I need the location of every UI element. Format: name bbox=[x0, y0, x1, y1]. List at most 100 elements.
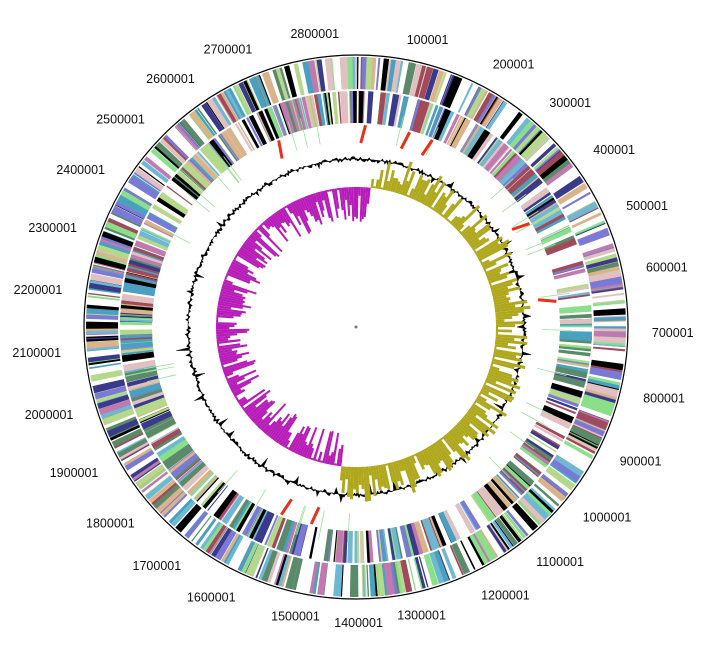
reverse-cds-feature bbox=[558, 345, 591, 352]
gc-skew-positive-bar bbox=[399, 161, 413, 195]
forward-cds-feature bbox=[293, 63, 305, 96]
forward-cds-feature bbox=[94, 387, 127, 399]
gc-skew-negative-bar bbox=[244, 240, 256, 251]
reverse-cds-feature bbox=[406, 523, 421, 556]
gc-skew-positive-bar bbox=[469, 407, 499, 430]
reverse-cds-feature bbox=[120, 312, 153, 316]
reverse-cds-feature bbox=[132, 247, 165, 261]
forward-cds-feature bbox=[365, 57, 373, 90]
gc-skew-positive-bar bbox=[463, 227, 476, 239]
gc-skew-positive-bar bbox=[345, 466, 349, 480]
gc-skew-positive-bar bbox=[408, 188, 415, 199]
reverse-cds-feature bbox=[220, 493, 240, 521]
gc-skew-negative-bar bbox=[312, 193, 318, 203]
gc-skew-negative-bar bbox=[319, 191, 325, 201]
forward-cds-feature bbox=[582, 243, 614, 257]
reverse-cds-feature bbox=[221, 494, 245, 525]
reverse-cds-feature bbox=[144, 418, 177, 439]
gc-skew-negative-bar bbox=[294, 200, 312, 233]
reverse-cds-feature bbox=[131, 251, 163, 264]
reverse-cds-feature bbox=[548, 392, 580, 405]
tick-label-1000001: 1000001 bbox=[583, 510, 632, 524]
reverse-cds-feature bbox=[171, 176, 199, 200]
forward-cds-feature bbox=[391, 60, 402, 93]
reverse-cds-feature bbox=[479, 139, 502, 167]
gc-skew-positive-bar bbox=[406, 194, 410, 198]
forward-cds-feature bbox=[148, 479, 176, 504]
reverse-cds-feature bbox=[204, 143, 229, 171]
gc-skew-negative-bar bbox=[258, 416, 271, 430]
gc-skew-negative-bar bbox=[292, 433, 304, 453]
gc-skew-positive-bar bbox=[481, 251, 512, 268]
reverse-cds-feature bbox=[525, 195, 554, 216]
gc-skew-negative-bar bbox=[271, 213, 287, 234]
reverse-cds-feature bbox=[443, 509, 461, 541]
forward-cds-feature bbox=[109, 423, 140, 439]
reverse-cds-feature bbox=[234, 501, 253, 531]
gc-skew-positive-bar bbox=[417, 451, 427, 466]
reverse-cds-feature bbox=[202, 482, 226, 509]
reverse-cds-feature bbox=[146, 213, 178, 234]
gc-skew-negative-bar bbox=[231, 380, 252, 393]
reverse-cds-feature bbox=[382, 93, 390, 126]
forward-cds-feature bbox=[175, 503, 201, 532]
forward-cds-feature bbox=[310, 60, 318, 93]
reverse-cds-feature bbox=[531, 207, 562, 227]
gc-skew-positive-bar bbox=[380, 187, 384, 190]
gc-skew-positive-bar bbox=[415, 452, 425, 470]
reverse-cds-feature bbox=[126, 267, 159, 279]
gc-skew-negative-bar bbox=[326, 455, 331, 465]
reverse-cds-feature bbox=[553, 374, 586, 388]
gc-skew-negative-bar bbox=[234, 254, 238, 258]
forward-cds-feature bbox=[86, 304, 119, 311]
forward-cds-feature bbox=[481, 97, 503, 128]
forward-cds-feature bbox=[423, 553, 439, 586]
gc-skew-positive-bar bbox=[444, 198, 463, 220]
tick-label-1300001: 1300001 bbox=[397, 609, 446, 623]
forward-cds-feature bbox=[347, 57, 353, 90]
reverse-cds-feature bbox=[304, 96, 314, 128]
gc-skew-positive-bar bbox=[449, 429, 464, 445]
gc-skew-positive-bar bbox=[495, 316, 513, 320]
gc-skew-negative-bar bbox=[281, 432, 293, 447]
tick-label-2100001: 2100001 bbox=[12, 346, 61, 360]
reverse-cds-feature bbox=[460, 124, 478, 153]
gc-skew-negative-bar bbox=[326, 189, 330, 192]
forward-cds-feature bbox=[362, 57, 365, 90]
reverse-cds-feature bbox=[220, 130, 243, 160]
gc-skew-positive-bar bbox=[363, 466, 369, 502]
reverse-cds-feature bbox=[410, 522, 424, 555]
reverse-cds-feature bbox=[209, 138, 234, 168]
gc-skew-negative-bar bbox=[294, 425, 310, 454]
forward-cds-feature bbox=[370, 57, 376, 90]
tick-label-600001: 600001 bbox=[646, 261, 688, 275]
gc-skew-positive-bar bbox=[474, 236, 503, 255]
forward-cds-feature bbox=[105, 221, 137, 239]
reverse-cds-feature bbox=[120, 304, 153, 312]
reverse-cds-feature bbox=[555, 366, 588, 379]
gc-skew-negative-bar bbox=[221, 365, 224, 368]
tick-label-1600001: 1600001 bbox=[187, 590, 236, 604]
forward-cds-feature bbox=[566, 201, 599, 222]
forward-cds-feature bbox=[499, 111, 523, 140]
forward-cds-feature bbox=[144, 156, 172, 180]
gc-skew-positive-bar bbox=[394, 460, 405, 486]
forward-cds-feature bbox=[449, 545, 464, 576]
forward-cds-feature bbox=[479, 96, 498, 125]
gc-skew-positive-bar bbox=[460, 418, 479, 436]
rrna-mark bbox=[537, 298, 557, 303]
forward-cds-feature bbox=[285, 556, 300, 590]
gc-skew-negative-bar bbox=[224, 371, 234, 378]
forward-cds-feature bbox=[563, 441, 593, 459]
gc-skew-positive-bar bbox=[494, 299, 528, 308]
gc-skew-negative-bar bbox=[229, 382, 238, 389]
reverse-cds-feature bbox=[217, 134, 238, 162]
gc-skew-positive-bar bbox=[492, 353, 523, 363]
forward-cds-feature bbox=[554, 454, 584, 477]
tick-label-1700001: 1700001 bbox=[133, 559, 182, 573]
forward-cds-feature bbox=[109, 425, 141, 441]
gc-skew-negative-bar bbox=[216, 328, 250, 332]
gc-skew-negative-bar bbox=[283, 439, 291, 449]
reverse-cds-feature bbox=[317, 93, 326, 126]
